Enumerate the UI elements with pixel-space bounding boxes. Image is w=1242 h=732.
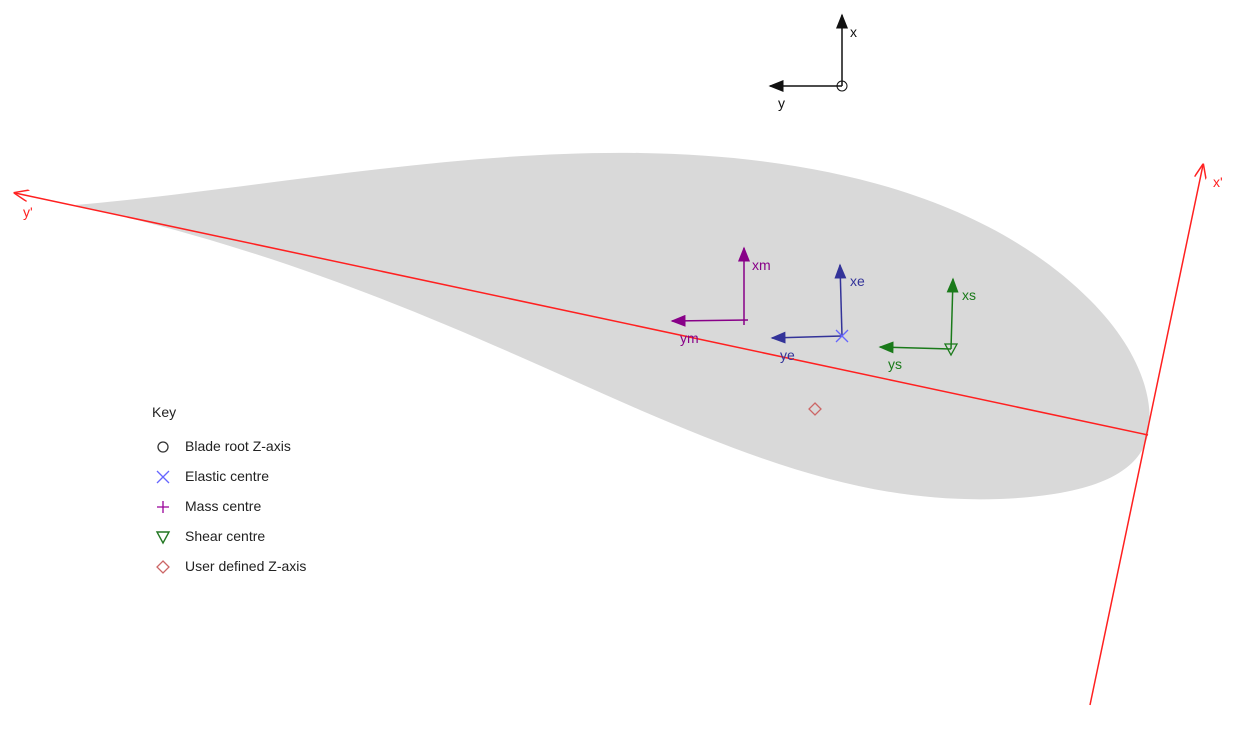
airfoil-section bbox=[75, 152, 1150, 500]
legend-item: Elastic centre bbox=[185, 468, 269, 484]
plus-icon bbox=[157, 501, 169, 513]
legend-item: User defined Z-axis bbox=[185, 558, 306, 574]
principal-y-label: y' bbox=[23, 204, 33, 220]
elastic-centre-marker bbox=[835, 329, 849, 343]
global-x-label: x bbox=[850, 24, 857, 40]
elastic-y-axis bbox=[770, 331, 843, 344]
cross-icon bbox=[156, 470, 170, 484]
elastic-x-axis bbox=[834, 263, 847, 337]
shear-y-label: ys bbox=[888, 356, 902, 372]
blade-root-z-axis-marker bbox=[836, 80, 848, 92]
legend-item: Mass centre bbox=[185, 498, 261, 514]
user-defined-z-axis-marker bbox=[808, 402, 822, 416]
principal-x-label: x' bbox=[1213, 174, 1223, 190]
shear-centre-marker bbox=[943, 343, 959, 357]
mass-y-label: ym bbox=[680, 330, 699, 346]
triangle-down-icon bbox=[155, 531, 171, 545]
shear-y-axis bbox=[878, 341, 952, 354]
diamond-icon bbox=[156, 560, 170, 574]
shear-x-axis bbox=[946, 277, 959, 350]
mass-y-axis bbox=[670, 314, 749, 327]
principal-x-axis bbox=[1089, 165, 1203, 706]
legend-item: Blade root Z-axis bbox=[185, 438, 291, 454]
circle-icon bbox=[157, 441, 169, 453]
global-y-label: y bbox=[778, 95, 785, 111]
elastic-y-label: ye bbox=[780, 347, 795, 363]
shear-x-label: xs bbox=[962, 287, 976, 303]
elastic-x-label: xe bbox=[850, 273, 865, 289]
principal-y-axis bbox=[15, 193, 1149, 436]
legend-item: Shear centre bbox=[185, 528, 265, 544]
legend: Key Blade root Z-axis Elastic centre Mas… bbox=[152, 404, 306, 574]
mass-x-label: xm bbox=[752, 257, 771, 273]
legend-title: Key bbox=[152, 404, 176, 420]
